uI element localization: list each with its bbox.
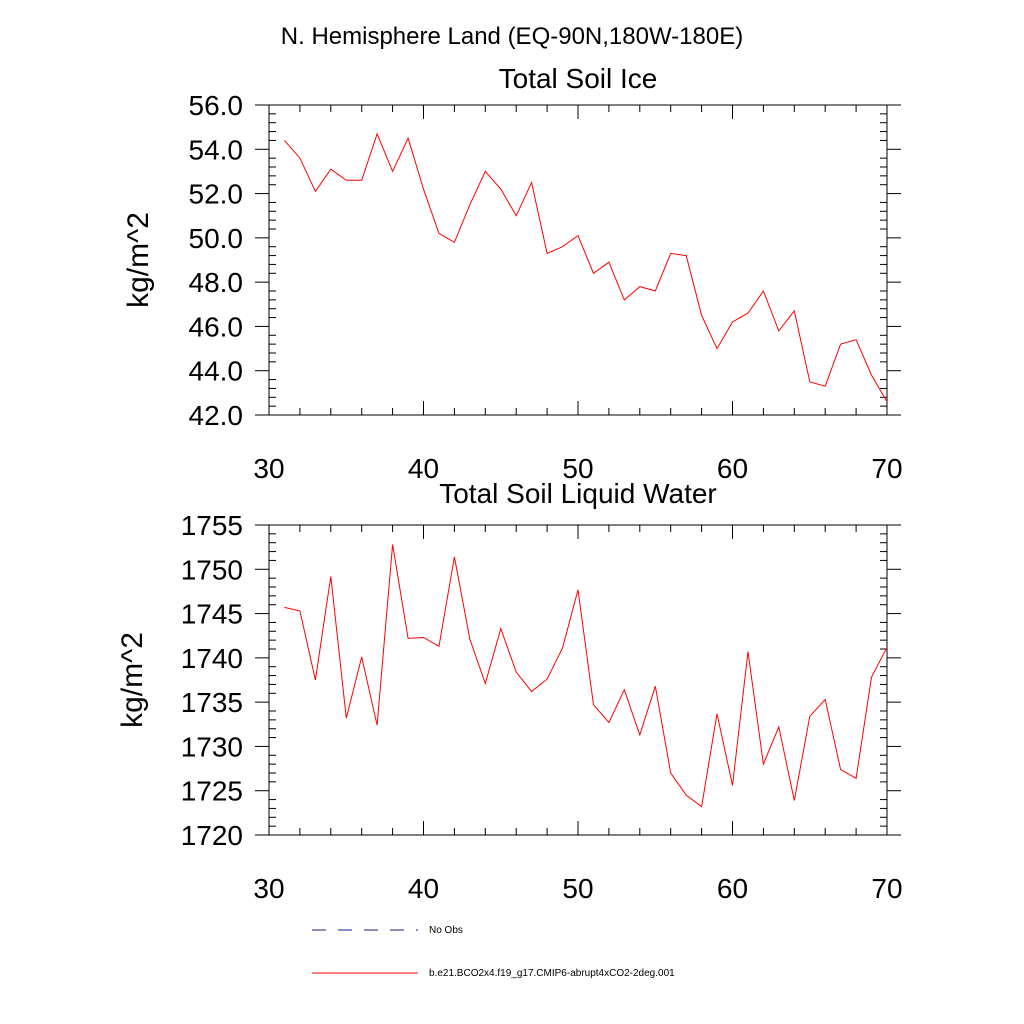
y-tick-label: 1725 [181,776,243,807]
legend: No Obs b.e21.BCO2x4.f19_g17.CMIP6-abrupt… [312,925,675,979]
y-tick-label: 1745 [181,599,243,630]
y-axis-label: kg/m^2 [122,212,155,308]
y-tick-label: 46.0 [189,311,244,342]
chart-title: Total Soil Liquid Water [439,478,717,509]
y-tick-label: 48.0 [189,267,244,298]
x-tick-label: 60 [717,453,748,484]
plot-frame [268,104,888,416]
y-axis-label: kg/m^2 [116,632,149,728]
y-tick-label: 1730 [181,731,243,762]
y-tick-label: 56.0 [189,90,244,121]
chart-title: Total Soil Ice [499,63,658,94]
y-tick-label: 54.0 [189,134,244,165]
y-tick-label: 1755 [181,510,243,541]
x-tick-label: 40 [408,453,439,484]
x-tick-label: 60 [717,873,748,904]
y-tick-label: 1740 [181,643,243,674]
y-tick-label: 1720 [181,820,243,851]
y-tick-label: 52.0 [189,179,244,210]
figure-title: N. Hemisphere Land (EQ-90N,180W-180E) [281,23,743,50]
x-tick-label: 40 [408,873,439,904]
x-tick-label: 30 [253,873,284,904]
y-tick-label: 1750 [181,554,243,585]
y-tick-label: 1735 [181,687,243,718]
x-tick-label: 50 [562,453,593,484]
x-tick-label: 70 [871,453,902,484]
y-tick-label: 44.0 [189,356,244,387]
panel-total-soil-liquid-water: 30 40 50 60 70 1720 1725 1730 1735 1740 1745 1750 17… [116,478,903,904]
x-tick-label: 30 [253,453,284,484]
series-line [284,544,888,808]
series-line [284,132,888,402]
legend-label-model: b.e21.BCO2x4.f19_g17.CMIP6-abrupt4xCO2-2… [429,968,675,979]
plot-frame [268,524,888,836]
y-tick-label: 50.0 [189,223,244,254]
panel-total-soil-ice: 30 40 50 60 70 42.0 44.0 46.0 48.0 50.0 52.0 54.0 56… [122,63,903,484]
y-tick-label: 42.0 [189,400,244,431]
x-tick-label: 50 [562,873,593,904]
x-tick-label: 70 [871,873,902,904]
legend-label-no-obs: No Obs [429,925,463,936]
